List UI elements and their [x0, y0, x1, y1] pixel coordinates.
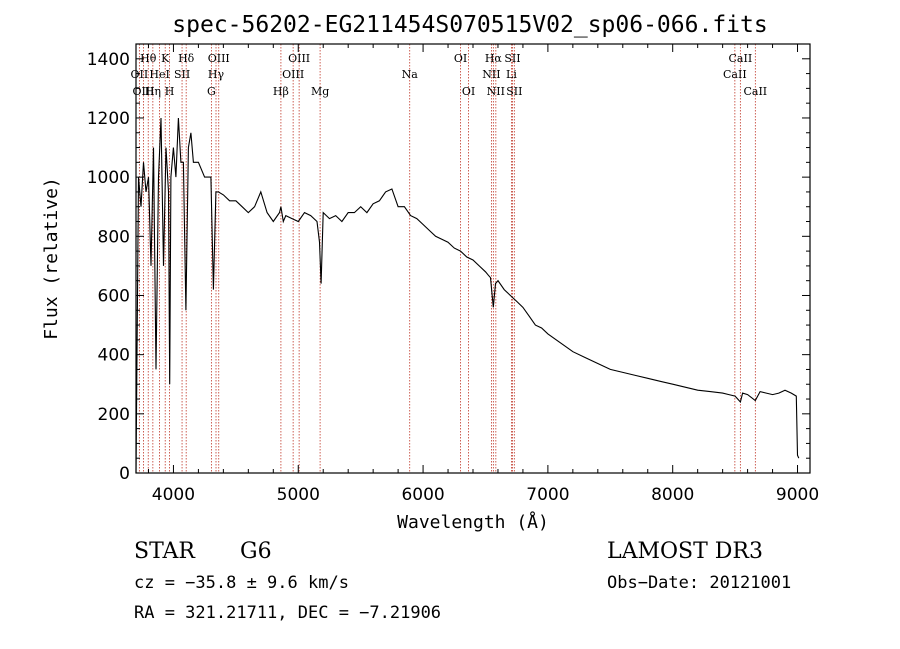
spectral-line-label: Hδ — [178, 52, 195, 65]
y-tick-label: 800 — [98, 227, 130, 247]
spectral-line-label: Hβ — [273, 85, 289, 98]
x-axis-label: Wavelength (Å) — [397, 511, 549, 533]
y-tick-label: 1000 — [87, 168, 130, 188]
y-tick-label: 1400 — [87, 50, 130, 70]
spectral-line-label: G — [207, 85, 216, 98]
spectral-line-label: Hθ — [140, 52, 157, 65]
spectrum-series-line — [135, 117, 800, 474]
spectral-line-label: OIII — [282, 68, 304, 81]
spectral-line-markers — [138, 44, 756, 473]
x-tick-label: 9000 — [776, 485, 819, 505]
spectral-line-label: SII — [174, 68, 190, 81]
spectral-line-label: OIII — [208, 52, 230, 65]
spectral-line-label: OI — [454, 52, 467, 65]
y-tick-label: 400 — [98, 346, 130, 366]
spectral-line-label: CaII — [743, 85, 767, 98]
spectral-line-label: NII — [487, 85, 505, 98]
spectral-line-label: OIII — [288, 52, 310, 65]
chart-title: spec-56202-EG211454S070515V02_sp06-066.f… — [172, 12, 767, 38]
coordinates: RA = 321.21711, DEC = −7.21906 — [134, 603, 442, 623]
object-class: STAR — [134, 539, 195, 564]
spectral-line-label: Na — [402, 68, 419, 81]
axis-ticks: 4000 5000 6000 7000 8000 9000 0 200 400 600 800 100… — [87, 44, 819, 505]
spectral-line-label: Hγ — [208, 68, 225, 81]
spectral-line-label: K — [161, 52, 170, 65]
y-tick-label: 600 — [98, 286, 130, 306]
spectral-line-label: H — [165, 85, 175, 98]
obs-date: Obs−Date: 20121001 — [607, 573, 792, 593]
spectral-line-label: Hη — [145, 85, 161, 98]
spectral-line-label: Mg — [311, 85, 329, 98]
x-tick-label: 7000 — [526, 485, 569, 505]
x-tick-label: 6000 — [401, 485, 444, 505]
x-tick-label: 4000 — [152, 485, 195, 505]
redshift-text: cz = −35.8 ± 9.6 km/s — [134, 573, 349, 593]
spectral-line-label: CaII — [723, 68, 747, 81]
spectral-line-label: CaII — [729, 52, 753, 65]
x-tick-label: 5000 — [277, 485, 320, 505]
spectral-line-label: SII — [504, 52, 520, 65]
spectral-line-label: NII — [482, 68, 500, 81]
survey-name: LAMOST DR3 — [607, 539, 763, 564]
spectral-line-label: Li — [506, 68, 517, 81]
y-tick-label: 200 — [98, 405, 130, 425]
y-axis-label: Flux (relative) — [41, 177, 62, 340]
spectral-line-label: Hα — [485, 52, 503, 65]
spectral-line-label: SII — [506, 85, 522, 98]
spectral-line-label: HeI — [149, 68, 169, 81]
y-tick-label: 1200 — [87, 109, 130, 129]
spectral-line-label: OII — [131, 68, 149, 81]
y-tick-label: 0 — [119, 464, 130, 484]
object-subclass: G6 — [240, 539, 272, 564]
plot-frame — [135, 43, 811, 474]
x-tick-label: 8000 — [651, 485, 694, 505]
spectral-line-label: OI — [462, 85, 475, 98]
